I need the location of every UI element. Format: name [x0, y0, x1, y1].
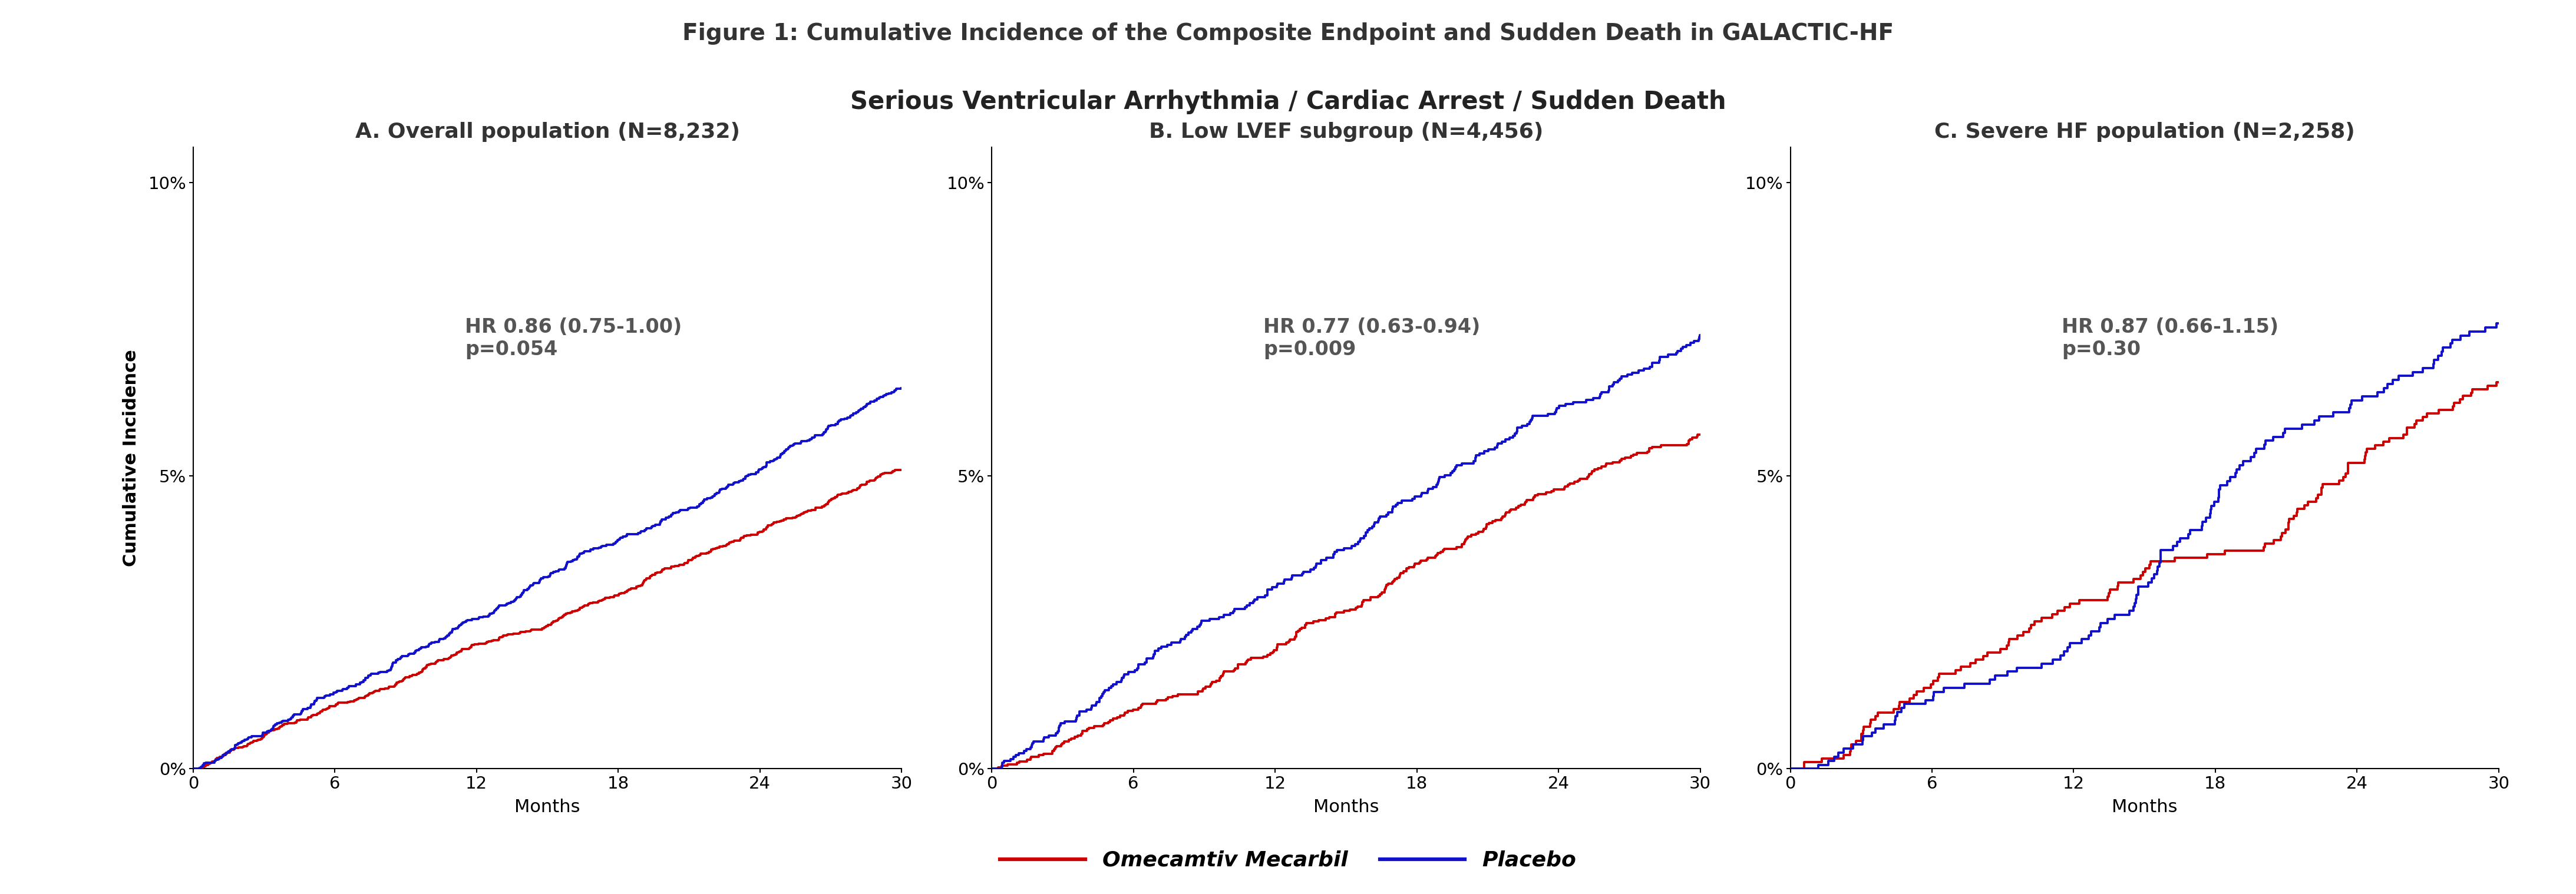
Text: HR 0.86 (0.75-1.00)
p=0.054: HR 0.86 (0.75-1.00) p=0.054	[464, 317, 683, 359]
X-axis label: Months: Months	[2112, 799, 2177, 816]
Title: A. Overall population (N=8,232): A. Overall population (N=8,232)	[355, 122, 739, 142]
Text: HR 0.87 (0.66-1.15)
p=0.30: HR 0.87 (0.66-1.15) p=0.30	[2061, 317, 2280, 359]
Title: B. Low LVEF subgroup (N=4,456): B. Low LVEF subgroup (N=4,456)	[1149, 122, 1543, 142]
Text: HR 0.77 (0.63-0.94)
p=0.009: HR 0.77 (0.63-0.94) p=0.009	[1262, 317, 1481, 359]
Text: Serious Ventricular Arrhythmia / Cardiac Arrest / Sudden Death: Serious Ventricular Arrhythmia / Cardiac…	[850, 89, 1726, 114]
Title: C. Severe HF population (N=2,258): C. Severe HF population (N=2,258)	[1935, 122, 2354, 142]
X-axis label: Months: Months	[515, 799, 580, 816]
Text: Figure 1: Cumulative Incidence of the Composite Endpoint and Sudden Death in GAL: Figure 1: Cumulative Incidence of the Co…	[683, 22, 1893, 45]
Legend: Omecamtiv Mecarbil, Placebo: Omecamtiv Mecarbil, Placebo	[992, 842, 1584, 879]
X-axis label: Months: Months	[1314, 799, 1378, 816]
Y-axis label: Cumulative Incidence: Cumulative Incidence	[124, 350, 139, 567]
